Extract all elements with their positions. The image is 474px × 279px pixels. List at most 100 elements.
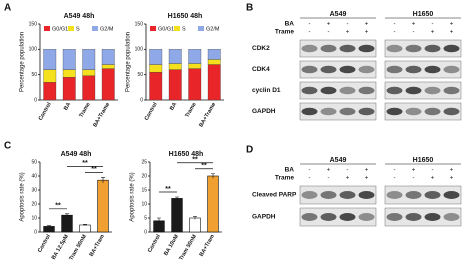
sign: - [394, 22, 396, 28]
y-axis-label: Percentage population [20, 32, 26, 92]
error-bar [193, 216, 197, 220]
band [405, 213, 422, 221]
blot-frame [384, 39, 462, 58]
bar [43, 226, 55, 233]
band [405, 107, 422, 116]
protein-label: CDK4 [252, 66, 270, 73]
y-axis-label: Percentage population [126, 32, 132, 92]
legend-swatch [92, 26, 98, 31]
y-tick-label: 150 [135, 21, 144, 27]
bar-segment [43, 49, 57, 70]
bar-segment [101, 64, 115, 69]
sign: + [450, 30, 454, 36]
bar-segment [149, 64, 163, 73]
bar-segment [62, 69, 76, 78]
band [386, 213, 403, 221]
y-axis-label: Apoptosis rate (%) [20, 172, 26, 221]
legend-swatch [68, 26, 74, 31]
band [358, 191, 375, 199]
legend-label: S [76, 26, 80, 32]
x-tick-label: Tram 50nM [178, 233, 198, 261]
band [320, 44, 337, 53]
panel-label: D [246, 145, 253, 156]
y-tick-label: 150 [29, 21, 38, 27]
panel-label: C [4, 141, 11, 152]
legend-swatch [198, 26, 204, 31]
legend-label: G0/G1 [52, 26, 68, 32]
band [301, 86, 318, 95]
y-tick-label: 0 [34, 229, 37, 235]
band [386, 107, 403, 116]
chart-title: H1650 48h [169, 151, 204, 158]
bar-segment [188, 49, 202, 64]
bar-segment [43, 69, 57, 83]
band [424, 86, 441, 95]
band [320, 213, 337, 221]
legend-label: G2/M [100, 26, 114, 32]
band [320, 191, 337, 199]
sign: - [309, 22, 311, 28]
panel-label: A [4, 3, 11, 14]
cell-line: H1650 [413, 157, 434, 164]
band [424, 65, 441, 74]
blot-frame [384, 81, 462, 100]
sign: + [450, 22, 454, 28]
error-bar [47, 225, 51, 228]
sign: + [327, 22, 331, 28]
bar [171, 198, 183, 233]
x-tick-label: BA+Tram [89, 234, 106, 258]
blot-frame [299, 39, 377, 58]
band [443, 44, 460, 53]
band [424, 191, 441, 199]
sign: + [412, 168, 416, 174]
bar [189, 217, 201, 233]
x-tick-label: Tram 50nM [68, 233, 88, 261]
bar-segment [62, 49, 76, 70]
sign: + [450, 176, 454, 182]
sign: + [346, 176, 350, 182]
x-tick-label: Control [37, 233, 52, 253]
bar-segment [101, 68, 115, 101]
band [301, 107, 318, 116]
error-bar [65, 213, 69, 217]
sign: - [347, 22, 349, 28]
band [358, 213, 375, 221]
band [339, 191, 356, 199]
blot-frame [299, 102, 377, 121]
y-tick-label: 20 [141, 173, 147, 179]
sign: - [328, 30, 330, 36]
band [443, 191, 460, 199]
error-bar [175, 196, 179, 200]
bar-segment [168, 63, 182, 70]
band [301, 213, 318, 221]
band [405, 191, 422, 199]
band [424, 107, 441, 116]
y-tick-label: 15 [141, 187, 147, 193]
sign: + [365, 22, 369, 28]
bar-segment [82, 69, 96, 76]
band [339, 44, 356, 53]
band [320, 107, 337, 116]
sign: - [394, 168, 396, 174]
sign: + [450, 168, 454, 174]
y-tick-label: 0 [144, 229, 147, 235]
y-tick-label: 30 [31, 187, 37, 193]
blot-frame [299, 81, 377, 100]
y-axis-label: Apoptosis rate (%) [130, 172, 136, 221]
y-tick-label: 40 [31, 173, 37, 179]
chart-title: A549 48h [64, 13, 95, 20]
legend-label: S [182, 26, 186, 32]
sign: + [365, 30, 369, 36]
blot-frame [299, 185, 377, 205]
x-tick-label: Trame [78, 102, 91, 119]
x-tick-label: BA+Trame [92, 102, 111, 129]
panel-label: B [246, 3, 253, 14]
sign: - [413, 30, 415, 36]
bar-segment [207, 64, 221, 101]
legend-swatch [150, 26, 156, 31]
x-tick-label: Control [144, 101, 159, 121]
protein-label: CDK2 [252, 45, 270, 52]
band [405, 65, 422, 74]
x-tick-label: BA+Trame [198, 102, 217, 129]
